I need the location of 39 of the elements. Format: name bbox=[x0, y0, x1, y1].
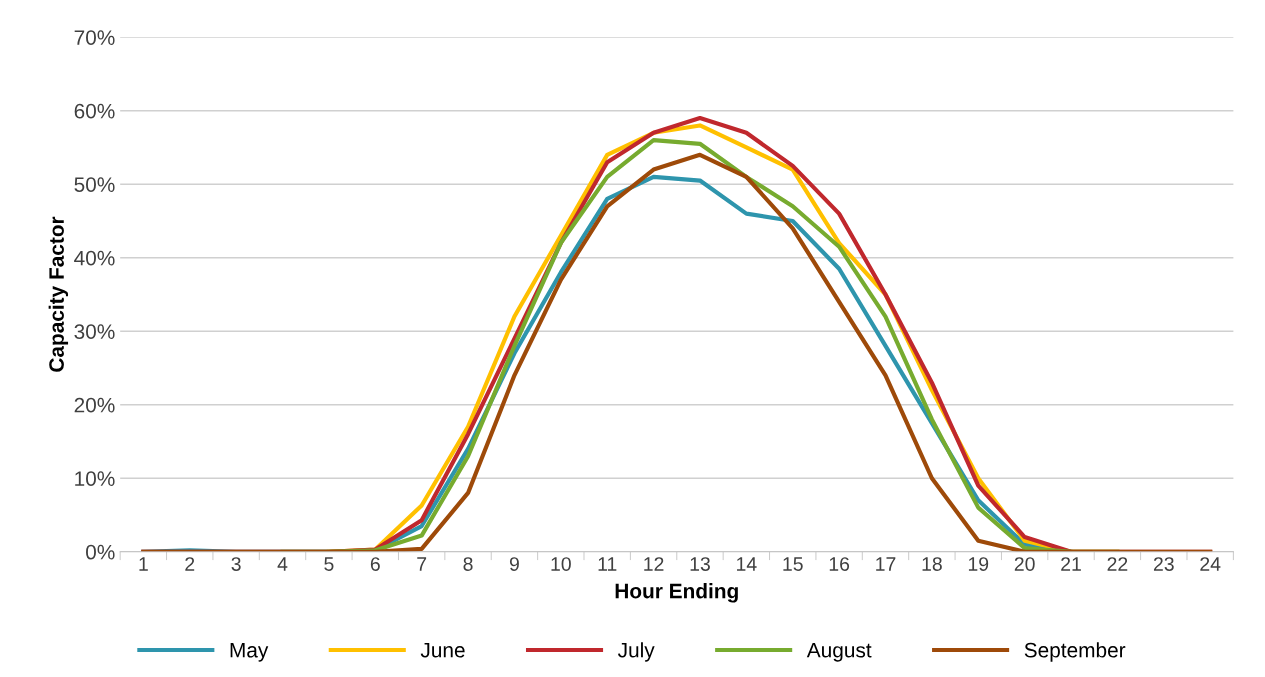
x-tick-label: 15 bbox=[783, 557, 803, 571]
x-tick-label: 6 bbox=[370, 557, 380, 571]
x-tick-label: 19 bbox=[968, 557, 989, 571]
x-tick-label: 21 bbox=[1061, 557, 1081, 571]
legend-label: August bbox=[806, 642, 872, 662]
y-tick-label: 20% bbox=[74, 397, 115, 413]
y-tick-label: 40% bbox=[74, 250, 115, 266]
legend-label: September bbox=[1024, 642, 1126, 662]
x-tick-label: 14 bbox=[737, 557, 757, 571]
y-tick-label: 60% bbox=[74, 103, 115, 119]
x-tick-label: 3 bbox=[231, 557, 241, 571]
x-tick-label: 20 bbox=[1014, 557, 1035, 571]
y-tick-label: 10% bbox=[75, 471, 115, 487]
x-tick-label: 10 bbox=[551, 557, 571, 571]
x-tick-label: 22 bbox=[1107, 557, 1128, 571]
x-tick-label: 2 bbox=[185, 557, 195, 571]
x-tick-label: 7 bbox=[417, 557, 427, 571]
y-tick-label: 30% bbox=[74, 324, 115, 339]
x-tick-label: 16 bbox=[829, 557, 850, 571]
y-tick-label: 0% bbox=[86, 544, 115, 560]
x-tick-label: 1 bbox=[139, 557, 148, 571]
y-tick-label: 70% bbox=[74, 30, 115, 45]
x-axis-title: Hour Ending bbox=[615, 583, 738, 603]
x-tick-label: 8 bbox=[463, 557, 473, 571]
x-tick-label: 12 bbox=[644, 557, 664, 571]
y-tick-label: 50% bbox=[74, 177, 115, 192]
x-tick-label: 4 bbox=[277, 557, 288, 571]
x-tick-label: 11 bbox=[598, 557, 617, 571]
legend-label: June bbox=[420, 642, 465, 658]
x-tick-label: 17 bbox=[876, 557, 896, 571]
x-tick-label: 9 bbox=[509, 557, 519, 571]
legend-label: July bbox=[617, 642, 655, 662]
x-tick-label: 24 bbox=[1200, 557, 1221, 571]
y-axis-title: Capacity Factor bbox=[48, 216, 69, 372]
x-tick-label: 5 bbox=[324, 557, 334, 571]
x-tick-label: 18 bbox=[922, 557, 942, 571]
x-tick-label: 13 bbox=[690, 557, 710, 571]
x-tick-label: 23 bbox=[1153, 557, 1174, 571]
legend-label: May bbox=[230, 642, 269, 662]
